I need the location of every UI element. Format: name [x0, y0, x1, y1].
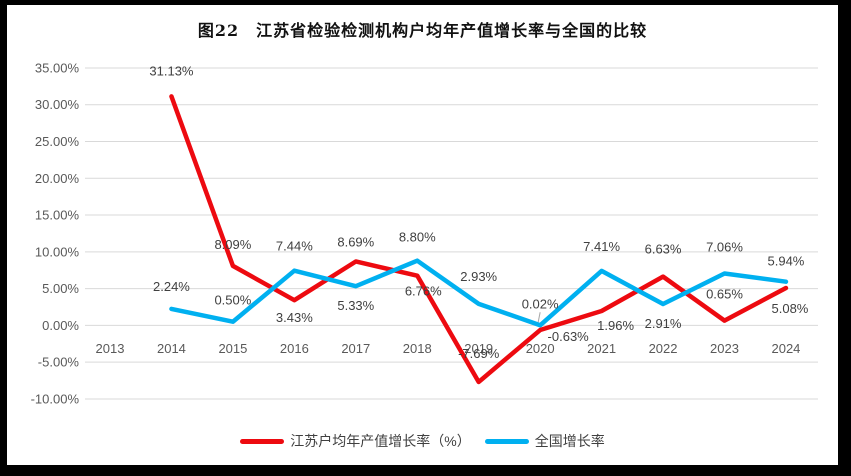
y-tick-label: 15.00%	[35, 208, 80, 223]
x-tick-label: 2016	[280, 341, 309, 356]
legend-label-national: 全国增长率	[534, 433, 605, 449]
data-label: 0.50%	[214, 293, 251, 308]
jiangsu-line-swatch-icon	[240, 438, 285, 444]
y-tick-label: 25.00%	[35, 134, 80, 149]
legend-item-national: 全国增长率	[484, 431, 605, 451]
x-tick-label: 2020	[526, 341, 555, 356]
y-tick-label: 10.00%	[35, 244, 80, 259]
x-axis-tick-labels: 2013 2014 2015 2016 2017 2018 2019 2020 2021 2022…	[96, 341, 801, 356]
chart-title: 图22 江苏省检验检测机构户均年产值增长率与全国的比较	[197, 21, 648, 40]
data-label: -7.69%	[458, 346, 500, 361]
data-label: 8.69%	[337, 234, 374, 249]
data-label: 0.65%	[706, 287, 743, 302]
legend-label-jiangsu: 江苏户均年产值增长率（%）	[290, 433, 471, 449]
x-tick-label: 2015	[218, 341, 247, 356]
legend-item-jiangsu: 江苏户均年产值增长率（%）	[240, 431, 471, 451]
y-tick-label: 30.00%	[35, 97, 80, 112]
data-label: 8.09%	[214, 237, 251, 252]
data-label: 5.94%	[768, 254, 805, 269]
data-label: 3.43%	[276, 310, 313, 325]
x-tick-label: 2013	[96, 341, 125, 356]
data-label: 1.96%	[597, 318, 634, 333]
national-line-swatch-icon	[484, 438, 529, 444]
data-label-leader-line	[537, 312, 541, 323]
data-label: 2.93%	[460, 269, 497, 284]
data-label: 31.13%	[149, 63, 194, 78]
x-tick-label: 2019	[464, 341, 493, 356]
line-chart: 35.00% 30.00% 25.00% 20.00% 15.00% 10.00% 5.00…	[31, 60, 818, 406]
data-label: 6.63%	[645, 242, 682, 257]
y-tick-label: 5.00%	[42, 281, 79, 296]
y-tick-label: -10.00%	[31, 391, 80, 406]
x-tick-label: 2021	[587, 341, 616, 356]
x-tick-label: 2014	[157, 341, 186, 356]
data-label: 2.24%	[153, 279, 190, 294]
data-label: 5.08%	[772, 301, 809, 316]
data-label: 2.91%	[645, 316, 682, 331]
x-tick-label: 2018	[403, 341, 432, 356]
y-tick-label: 35.00%	[35, 60, 80, 75]
data-label: 7.41%	[583, 239, 620, 254]
data-labels-0: 31.13% 8.09% 3.43% 8.69% 6.76% -7.69% -0.63% 1.…	[149, 63, 808, 361]
x-tick-label: 2024	[771, 341, 800, 356]
data-labels-1: 2.24% 0.50% 7.44% 5.33% 8.80% 2.93% 0.02% 7.41%…	[153, 230, 805, 331]
series-line-0	[169, 94, 789, 385]
series-line-1	[169, 258, 789, 328]
y-tick-label: 0.00%	[42, 318, 79, 333]
x-tick-label: 2022	[649, 341, 678, 356]
y-axis-tick-labels: 35.00% 30.00% 25.00% 20.00% 15.00% 10.00% 5.00…	[31, 60, 80, 406]
gridlines	[85, 67, 818, 400]
x-tick-label: 2017	[341, 341, 370, 356]
data-label: 6.76%	[405, 284, 442, 299]
data-label: 8.80%	[399, 230, 436, 245]
data-label: 5.33%	[337, 298, 374, 313]
y-tick-label: 20.00%	[35, 171, 80, 186]
x-tick-label: 2023	[710, 341, 739, 356]
data-label: 0.02%	[522, 296, 559, 311]
data-label: -0.63%	[548, 329, 590, 344]
y-tick-label: -5.00%	[38, 355, 80, 370]
data-label: 7.44%	[276, 239, 313, 254]
data-label: 7.06%	[706, 239, 743, 254]
legend: 江苏户均年产值增长率（%） 全国增长率	[7, 431, 838, 451]
